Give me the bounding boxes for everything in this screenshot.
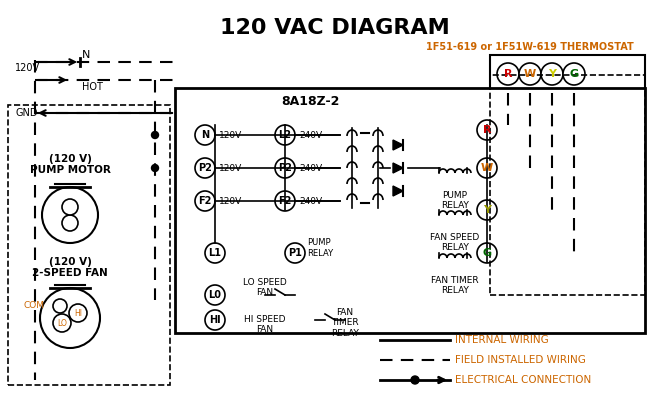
Text: FAN SPEED
RELAY: FAN SPEED RELAY — [430, 233, 480, 252]
Bar — [490, 75, 645, 295]
Text: HOT: HOT — [82, 82, 103, 92]
Text: 240V: 240V — [299, 197, 322, 205]
Text: G: G — [570, 69, 579, 79]
Circle shape — [477, 243, 497, 263]
Text: HI SPEED
FAN: HI SPEED FAN — [245, 315, 285, 334]
Text: L2: L2 — [279, 130, 291, 140]
Circle shape — [40, 288, 100, 348]
Text: PUMP MOTOR: PUMP MOTOR — [29, 165, 111, 175]
Text: FIELD INSTALLED WIRING: FIELD INSTALLED WIRING — [455, 355, 586, 365]
Text: 120V: 120V — [219, 197, 243, 205]
Circle shape — [541, 63, 563, 85]
Text: 120V: 120V — [15, 63, 40, 73]
Text: 240V: 240V — [299, 130, 322, 140]
Text: L1: L1 — [208, 248, 222, 258]
Polygon shape — [393, 163, 403, 173]
Text: W: W — [481, 163, 493, 173]
Circle shape — [285, 243, 305, 263]
Text: 240V: 240V — [299, 163, 322, 173]
Text: (120 V): (120 V) — [48, 154, 91, 164]
Text: INTERNAL WIRING: INTERNAL WIRING — [455, 335, 549, 345]
Text: COM: COM — [24, 302, 45, 310]
Circle shape — [519, 63, 541, 85]
Circle shape — [69, 304, 87, 322]
Circle shape — [205, 243, 225, 263]
Circle shape — [195, 125, 215, 145]
Text: LO SPEED
FAN: LO SPEED FAN — [243, 278, 287, 297]
Text: LO: LO — [57, 318, 67, 328]
Circle shape — [275, 158, 295, 178]
Text: R: R — [483, 125, 491, 135]
Text: 120V: 120V — [219, 130, 243, 140]
Circle shape — [411, 376, 419, 384]
Circle shape — [151, 165, 159, 171]
Text: P1: P1 — [288, 248, 302, 258]
Circle shape — [53, 314, 71, 332]
Circle shape — [477, 120, 497, 140]
Polygon shape — [393, 186, 403, 196]
Circle shape — [195, 191, 215, 211]
Text: N: N — [82, 50, 90, 60]
Circle shape — [62, 215, 78, 231]
Text: P2: P2 — [278, 163, 292, 173]
Text: 1F51-619 or 1F51W-619 THERMOSTAT: 1F51-619 or 1F51W-619 THERMOSTAT — [426, 42, 634, 52]
Circle shape — [195, 158, 215, 178]
Text: F2: F2 — [278, 196, 291, 206]
Circle shape — [563, 63, 585, 85]
Circle shape — [275, 125, 295, 145]
Text: L0: L0 — [208, 290, 222, 300]
Text: FAN TIMER
RELAY: FAN TIMER RELAY — [431, 276, 479, 295]
Text: Y: Y — [483, 205, 491, 215]
Text: (120 V): (120 V) — [48, 257, 91, 267]
Circle shape — [151, 132, 159, 139]
Text: GND: GND — [15, 108, 38, 118]
Text: R: R — [504, 69, 513, 79]
Text: F2: F2 — [198, 196, 212, 206]
Text: HI: HI — [74, 308, 82, 318]
Text: HI: HI — [209, 315, 221, 325]
Circle shape — [275, 191, 295, 211]
Circle shape — [477, 200, 497, 220]
Text: 120 VAC DIAGRAM: 120 VAC DIAGRAM — [220, 18, 450, 38]
Text: FAN
TIMER
RELAY: FAN TIMER RELAY — [331, 308, 359, 338]
Text: 2-SPEED FAN: 2-SPEED FAN — [32, 268, 108, 278]
Text: ELECTRICAL CONNECTION: ELECTRICAL CONNECTION — [455, 375, 591, 385]
Bar — [490, 55, 645, 93]
Text: Y: Y — [548, 69, 556, 79]
Polygon shape — [393, 140, 403, 150]
Bar — [175, 88, 645, 333]
Text: PUMP
RELAY: PUMP RELAY — [307, 238, 333, 258]
Text: PUMP
RELAY: PUMP RELAY — [441, 191, 469, 210]
Circle shape — [205, 285, 225, 305]
Text: N: N — [201, 130, 209, 140]
Circle shape — [62, 199, 78, 215]
Text: P2: P2 — [198, 163, 212, 173]
Circle shape — [53, 299, 67, 313]
Text: W: W — [524, 69, 536, 79]
Circle shape — [42, 187, 98, 243]
Circle shape — [205, 310, 225, 330]
Text: 8A18Z-2: 8A18Z-2 — [281, 95, 339, 108]
Text: G: G — [482, 248, 492, 258]
Text: 120V: 120V — [219, 163, 243, 173]
Circle shape — [497, 63, 519, 85]
Bar — [8, 105, 170, 385]
Circle shape — [477, 158, 497, 178]
